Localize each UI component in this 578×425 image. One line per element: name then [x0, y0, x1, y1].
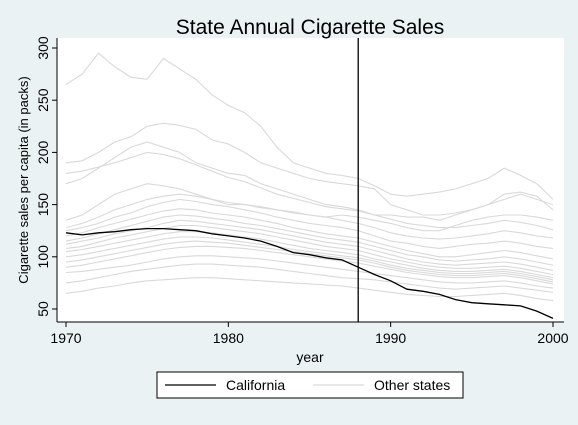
other-state-line [65, 52, 554, 200]
other-state-line [65, 240, 554, 283]
other-state-line [65, 198, 554, 249]
legend-california-label: California [226, 377, 285, 393]
x-tick-label: 2000 [537, 330, 568, 346]
legend-other-states-label: Other states [374, 377, 450, 393]
other-state-line [65, 193, 554, 240]
other-state-line [65, 214, 554, 266]
y-tick-label: 50 [35, 301, 51, 317]
other-state-line [65, 277, 554, 302]
x-tick-label: 1990 [375, 330, 406, 346]
chart-title: State Annual Cigarette Sales [176, 16, 445, 39]
other-state-line [65, 208, 554, 260]
other-state-line [65, 141, 554, 221]
other-state-line [65, 219, 554, 271]
other-state-line [65, 236, 554, 281]
y-tick-label: 200 [35, 141, 51, 165]
y-tick-label: 300 [35, 36, 51, 60]
x-axis-label: year [296, 349, 324, 365]
other-states-lines [65, 52, 554, 302]
other-state-line [65, 231, 554, 279]
other-state-line [65, 263, 554, 293]
y-axis-label: Cigarette sales per capita (in packs) [16, 76, 31, 283]
other-state-line [65, 255, 554, 289]
x-tick-label: 1970 [50, 330, 81, 346]
y-tick-label: 150 [35, 193, 51, 217]
x-tick-label: 1980 [213, 330, 244, 346]
legend: California Other states [156, 371, 464, 399]
california-line [65, 227, 554, 319]
axes: 50 100 150 200 250 300 1970 1980 1990 2000 [35, 36, 569, 346]
other-state-line [65, 224, 554, 276]
other-state-line [65, 151, 554, 231]
plot-panel [57, 38, 564, 322]
california-series [65, 227, 554, 319]
y-tick-label: 100 [35, 245, 51, 269]
other-state-line [65, 245, 554, 285]
y-tick-label: 250 [35, 88, 51, 112]
